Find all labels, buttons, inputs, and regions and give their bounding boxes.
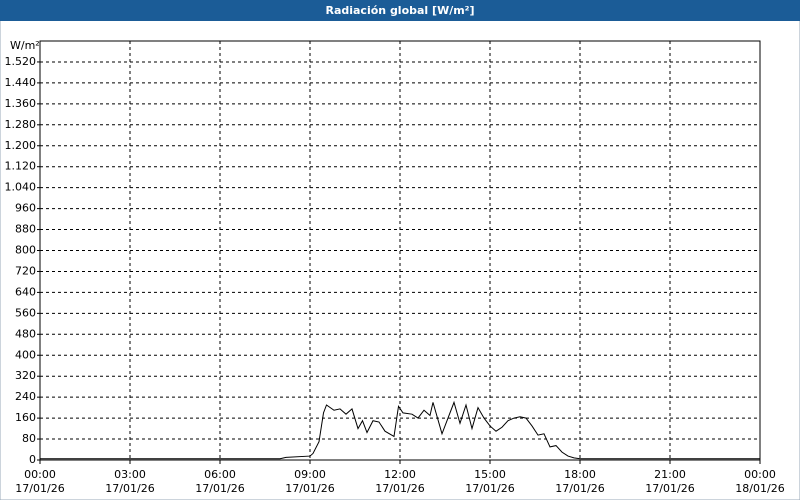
- x-tick-label-line: 12:00: [384, 468, 416, 481]
- y-axis-label: W/m²: [10, 39, 40, 52]
- x-tick-label-line: 21:00: [654, 468, 686, 481]
- y-tick-label: 1.040: [5, 181, 37, 194]
- x-tick-label-line: 03:00: [114, 468, 146, 481]
- y-tick-label: 1.520: [5, 55, 37, 68]
- y-tick-label: 240: [15, 390, 36, 403]
- y-tick-label: 0: [29, 453, 36, 466]
- y-tick-label: 1.200: [5, 139, 37, 152]
- y-tick-label: 1.280: [5, 118, 37, 131]
- y-tick-label: 400: [15, 348, 36, 361]
- x-tick-label-line: 17/01/26: [285, 482, 334, 495]
- x-tick-label-line: 00:00: [24, 468, 56, 481]
- data-line: [40, 400, 760, 460]
- x-tick-label-line: 17/01/26: [15, 482, 64, 495]
- x-tick-label-line: 17/01/26: [465, 482, 514, 495]
- x-tick-label-line: 17/01/26: [195, 482, 244, 495]
- y-tick-label: 1.120: [5, 160, 37, 173]
- x-tick-label: 18:00 17/01/26: [555, 468, 604, 495]
- plot-frame: [39, 40, 761, 461]
- x-tick-label-line: 18:00: [564, 468, 596, 481]
- x-tick-label-line: 00:00: [744, 468, 776, 481]
- x-tick-label: 00:00 17/01/26: [15, 468, 64, 495]
- y-tick-label: 640: [15, 285, 36, 298]
- y-tick-label: 960: [15, 202, 36, 215]
- x-tick-label-line: 17/01/26: [105, 482, 154, 495]
- y-tick-label: 800: [15, 244, 36, 257]
- y-tick-label: 1.440: [5, 76, 37, 89]
- y-tick-label: 160: [15, 411, 36, 424]
- y-tick-label: 560: [15, 306, 36, 319]
- x-tick-label: 12:00 17/01/26: [375, 468, 424, 495]
- chart-title: Radiación global [W/m²]: [325, 4, 474, 17]
- x-tick-label: 15:00 17/01/26: [465, 468, 514, 495]
- x-tick-label-line: 18/01/26: [735, 482, 784, 495]
- y-tick-label: 880: [15, 223, 36, 236]
- x-tick-label-line: 17/01/26: [645, 482, 694, 495]
- x-tick-label: 09:00 17/01/26: [285, 468, 334, 495]
- x-tick-label-line: 15:00: [474, 468, 506, 481]
- y-tick-label: 1.360: [5, 97, 37, 110]
- x-tick-label-line: 06:00: [204, 468, 236, 481]
- x-tick-label: 21:00 17/01/26: [645, 468, 694, 495]
- x-tick-label-line: 09:00: [294, 468, 326, 481]
- y-tick-label: 720: [15, 264, 36, 277]
- title-bar: [0, 0, 800, 21]
- y-tick-label: 80: [22, 432, 36, 445]
- y-tick-label: 320: [15, 369, 36, 382]
- x-tick-label: 06:00 17/01/26: [195, 468, 244, 495]
- x-tick-label: 00:00 18/01/26: [735, 468, 784, 495]
- x-tick-label: 03:00 17/01/26: [105, 468, 154, 495]
- x-tick-label-line: 17/01/26: [375, 482, 424, 495]
- x-tick-label-line: 17/01/26: [555, 482, 604, 495]
- y-tick-label: 480: [15, 327, 36, 340]
